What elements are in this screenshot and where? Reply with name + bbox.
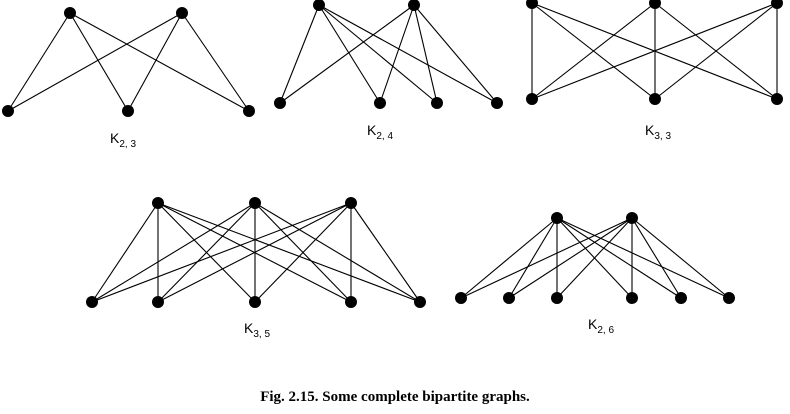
vertex-k23-top-2 [176, 7, 188, 19]
edge-k23-2-2 [127, 12, 183, 112]
graph-k26 [455, 212, 735, 304]
vertex-k35-top-3 [345, 197, 357, 209]
vertex-k24-top-1 [313, 0, 325, 11]
graph-k35 [86, 197, 426, 308]
vertex-k23-top-1 [64, 7, 76, 19]
graph-label-k35-subscript: 3, 5 [253, 329, 271, 340]
vertex-k26-bottom-6 [723, 292, 735, 304]
figure-caption: Fig. 2.15. Some complete bipartite graph… [260, 389, 530, 405]
graph-k24 [274, 0, 503, 109]
edge-k24-2-2 [379, 4, 415, 104]
vertex-k24-top-2 [408, 0, 420, 11]
edge-k24-1-3 [318, 4, 438, 104]
vertex-k24-bottom-2 [374, 97, 386, 109]
vertex-k35-bottom-3 [249, 296, 261, 308]
edge-k35-3-5 [350, 202, 421, 303]
vertex-k35-bottom-2 [152, 296, 164, 308]
vertex-k24-bottom-3 [431, 97, 443, 109]
edge-k26-2-2 [508, 217, 633, 299]
edge-k26-1-1 [460, 217, 558, 299]
graph-label-k26-letter: K [588, 316, 598, 332]
edge-k35-2-2 [157, 202, 256, 303]
vertex-k24-bottom-1 [274, 97, 286, 109]
graph-label-k24-letter: K [367, 122, 377, 138]
edge-k23-2-3 [181, 12, 250, 112]
graph-label-k33-subscript: 3, 3 [654, 131, 672, 142]
graph-label-k23-letter: K [110, 130, 120, 146]
edge-k24-1-4 [318, 4, 498, 104]
vertex-k35-bottom-5 [414, 296, 426, 308]
edge-k24-2-4 [413, 4, 498, 104]
vertex-k33-bottom-2 [649, 93, 661, 105]
edge-k33-2-1 [531, 2, 656, 100]
edge-k35-3-3 [254, 202, 352, 303]
edge-k23-1-3 [69, 12, 250, 112]
edge-k23-1-1 [7, 12, 71, 112]
vertex-k35-top-2 [249, 197, 261, 209]
edge-k35-2-5 [254, 202, 421, 303]
vertex-k35-bottom-4 [345, 296, 357, 308]
edge-k35-3-2 [157, 202, 352, 303]
graph-label-k23-subscript: 2, 3 [119, 139, 137, 150]
edge-k26-1-6 [556, 217, 730, 299]
vertex-k33-bottom-3 [771, 93, 783, 105]
edge-k24-2-1 [279, 4, 415, 104]
edge-k26-2-6 [631, 217, 730, 299]
edge-k26-1-2 [508, 217, 558, 299]
vertex-k23-bottom-2 [122, 105, 134, 117]
edge-k35-1-1 [91, 202, 159, 303]
edge-k26-2-1 [460, 217, 633, 299]
edge-k33-3-2 [654, 2, 778, 100]
vertex-k26-bottom-5 [675, 292, 687, 304]
vertex-k33-bottom-1 [526, 93, 538, 105]
edge-k26-2-3 [556, 217, 633, 299]
vertex-k23-bottom-3 [243, 105, 255, 117]
vertex-k24-bottom-4 [491, 97, 503, 109]
edge-k24-1-2 [318, 4, 381, 104]
vertex-k35-bottom-1 [86, 296, 98, 308]
graph-k23 [2, 7, 255, 117]
edge-k23-1-2 [69, 12, 129, 112]
edge-k35-2-1 [91, 202, 256, 303]
graph-label-k24-subscript: 2, 4 [376, 131, 394, 142]
edge-k24-1-1 [279, 4, 320, 104]
vertex-k26-bottom-3 [551, 292, 563, 304]
graph-k33 [526, 0, 783, 105]
vertex-k35-top-1 [152, 197, 164, 209]
edge-k23-2-1 [7, 12, 183, 112]
edge-k33-3-1 [531, 2, 778, 100]
edge-k35-3-1 [91, 202, 352, 303]
graph-label-k23: K2, 3 [110, 130, 136, 150]
vertex-k26-top-1 [551, 212, 563, 224]
vertex-k33-top-3 [771, 0, 783, 9]
vertex-k26-bottom-1 [455, 292, 467, 304]
graph-label-k24: K2, 4 [367, 122, 393, 142]
vertex-k23-bottom-1 [2, 105, 14, 117]
vertex-k26-bottom-2 [503, 292, 515, 304]
graph-label-k33-letter: K [645, 122, 655, 138]
graph-label-k35-letter: K [244, 320, 254, 336]
edge-k26-2-5 [631, 217, 682, 299]
graph-label-k26-subscript: 2, 6 [597, 325, 615, 336]
vertex-k33-top-2 [649, 0, 661, 9]
graph-label-k33: K3, 3 [645, 122, 671, 142]
vertex-k26-bottom-4 [626, 292, 638, 304]
graph-label-k35: K3, 5 [244, 320, 270, 340]
vertex-k26-top-2 [626, 212, 638, 224]
vertex-k33-top-1 [526, 0, 538, 9]
edge-k35-1-5 [157, 202, 421, 303]
edge-k26-1-5 [556, 217, 682, 299]
graph-label-k26: K2, 6 [588, 316, 614, 336]
edge-k24-2-3 [413, 4, 438, 104]
